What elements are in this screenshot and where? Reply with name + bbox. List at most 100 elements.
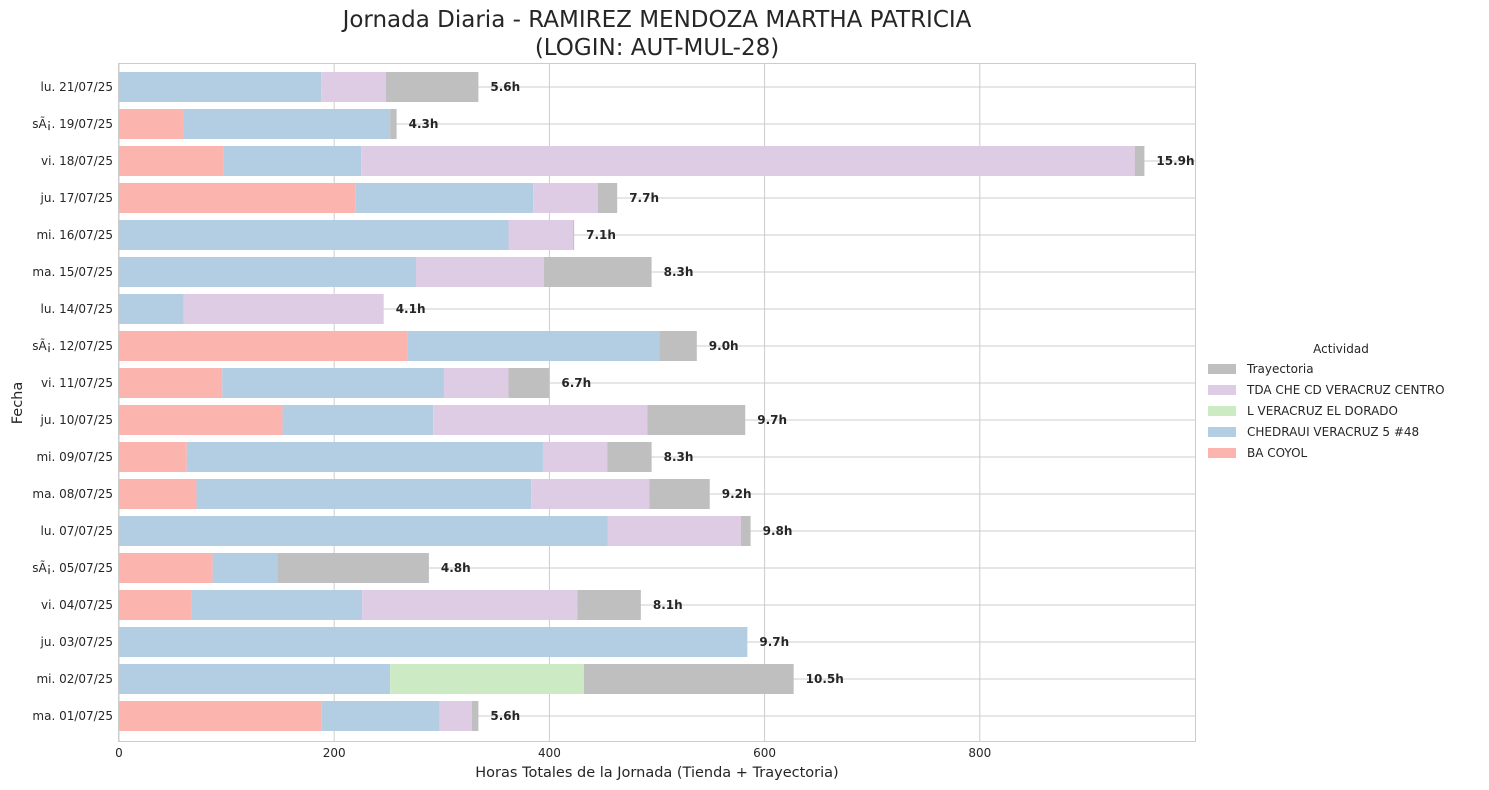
- bar-total-label: 9.0h: [709, 339, 739, 353]
- bar-segment-ba-coyol: [119, 590, 192, 620]
- bar-total-label: 9.7h: [759, 635, 789, 649]
- bar-segment-tda-che-cd-veracruz-centro: [443, 368, 509, 398]
- bar-segment-ba-coyol: [119, 109, 184, 139]
- legend-swatch: [1208, 406, 1236, 416]
- bar-segment-chedraui-veracruz-5-48: [186, 442, 543, 472]
- bar-segment-ba-coyol: [119, 442, 187, 472]
- bar-segment-tda-che-cd-veracruz-centro: [439, 701, 472, 731]
- bar-total-label: 6.7h: [561, 376, 591, 390]
- legend-label: BA COYOL: [1247, 446, 1308, 460]
- bar-total-label: 9.2h: [722, 487, 752, 501]
- bar-segment-trayectoria: [573, 220, 575, 250]
- bar-segment-chedraui-veracruz-5-48: [183, 109, 391, 139]
- legend-swatch: [1208, 364, 1236, 374]
- bar-segment-ba-coyol: [119, 553, 213, 583]
- bar-segment-ba-coyol: [119, 368, 223, 398]
- y-tick-label: sÃ¡. 12/07/25: [32, 338, 113, 353]
- x-tick-label: 0: [115, 746, 123, 760]
- bar-total-label: 15.9h: [1156, 154, 1194, 168]
- bar-segment-ba-coyol: [119, 405, 283, 435]
- bar-total-label: 7.7h: [629, 191, 659, 205]
- bar-segment-trayectoria: [1134, 146, 1145, 176]
- y-tick-label: vi. 04/07/25: [41, 598, 113, 612]
- bar-segment-chedraui-veracruz-5-48: [282, 405, 434, 435]
- bar-segment-chedraui-veracruz-5-48: [119, 294, 184, 324]
- x-tick-label: 400: [538, 746, 561, 760]
- bar-segment-trayectoria: [277, 553, 429, 583]
- bar-segment-trayectoria: [597, 183, 618, 213]
- legend-label: TDA CHE CD VERACRUZ CENTRO: [1246, 383, 1445, 397]
- y-tick-label: ma. 01/07/25: [32, 709, 113, 723]
- bar-segment-chedraui-veracruz-5-48: [119, 257, 416, 287]
- bar-segment-chedraui-veracruz-5-48: [407, 331, 660, 361]
- y-tick-label: sÃ¡. 19/07/25: [32, 116, 113, 131]
- bar-segment-trayectoria: [471, 701, 479, 731]
- y-tick-label: mi. 16/07/25: [36, 228, 113, 242]
- bar-segment-tda-che-cd-veracruz-centro: [542, 442, 608, 472]
- bar-segment-ba-coyol: [119, 479, 197, 509]
- bar-segment-ba-coyol: [119, 701, 322, 731]
- y-tick-label: vi. 18/07/25: [41, 154, 113, 168]
- bar-total-label: 5.6h: [490, 709, 520, 723]
- x-tick-label: 600: [753, 746, 776, 760]
- bar-total-label: 10.5h: [806, 672, 844, 686]
- bar-segment-trayectoria: [607, 442, 652, 472]
- bar-segment-tda-che-cd-veracruz-centro: [607, 516, 741, 546]
- bar-segment-trayectoria: [647, 405, 746, 435]
- bar-total-labels: 5.6h 4.3h 15.9h 7.7h 7.1h 8.3h 4.1h 9.0h 6.7h 9.7…: [396, 80, 1195, 723]
- y-tick-label: lu. 07/07/25: [41, 524, 113, 538]
- legend-title: Actividad: [1313, 342, 1369, 356]
- legend: Actividad Trayectoria TDA CHE CD VERACRUZ…: [1208, 342, 1445, 460]
- bar-segment-tda-che-cd-veracruz-centro: [433, 405, 648, 435]
- y-axis-ticks: lu. 21/07/25 sÃ¡. 19/07/25 vi. 18/07/25 ju.…: [32, 80, 113, 723]
- bar-segment-tda-che-cd-veracruz-centro: [362, 590, 578, 620]
- bar-segment-l-veracruz-el-dorado: [390, 664, 584, 694]
- bar-segment-trayectoria: [544, 257, 652, 287]
- y-tick-label: mi. 02/07/25: [36, 672, 113, 686]
- bar-segment-tda-che-cd-veracruz-centro: [533, 183, 598, 213]
- y-tick-label: vi. 11/07/25: [41, 376, 113, 390]
- bar-segment-chedraui-veracruz-5-48: [222, 368, 444, 398]
- x-tick-label: 200: [323, 746, 346, 760]
- bar-segment-chedraui-veracruz-5-48: [119, 72, 322, 102]
- bar-total-label: 9.8h: [763, 524, 793, 538]
- bar-segment-trayectoria: [659, 331, 697, 361]
- bar-segment-chedraui-veracruz-5-48: [119, 516, 608, 546]
- y-tick-label: ju. 03/07/25: [40, 635, 113, 649]
- bar-segment-ba-coyol: [119, 331, 408, 361]
- x-tick-label: 800: [968, 746, 991, 760]
- bar-segment-tda-che-cd-veracruz-centro: [183, 294, 384, 324]
- legend-swatch: [1208, 427, 1236, 437]
- bar-segment-tda-che-cd-veracruz-centro: [415, 257, 545, 287]
- y-tick-label: mi. 09/07/25: [36, 450, 113, 464]
- bar-total-label: 4.3h: [409, 117, 439, 131]
- bar-segment-tda-che-cd-veracruz-centro: [508, 220, 574, 250]
- bar-segment-trayectoria: [583, 664, 794, 694]
- bar-total-label: 8.1h: [653, 598, 683, 612]
- bar-segment-ba-coyol: [119, 146, 224, 176]
- y-tick-label: lu. 14/07/25: [41, 302, 113, 316]
- y-tick-label: ju. 17/07/25: [40, 191, 113, 205]
- bar-segment-trayectoria: [649, 479, 710, 509]
- bar-total-label: 9.7h: [757, 413, 787, 427]
- bar-segment-trayectoria: [385, 72, 479, 102]
- x-axis-label: Horas Totales de la Jornada (Tienda + Tr…: [475, 765, 838, 781]
- bar-segment-trayectoria: [577, 590, 641, 620]
- bar-segment-chedraui-veracruz-5-48: [355, 183, 534, 213]
- legend-label: CHEDRAUI VERACRUZ 5 #48: [1247, 425, 1419, 439]
- bar-total-label: 4.1h: [396, 302, 426, 316]
- bar-segment-tda-che-cd-veracruz-centro: [531, 479, 650, 509]
- y-tick-label: ma. 15/07/25: [32, 265, 113, 279]
- bar-total-label: 8.3h: [664, 265, 694, 279]
- legend-swatch: [1208, 448, 1236, 458]
- bar-total-label: 4.8h: [441, 561, 471, 575]
- bar-segment-chedraui-veracruz-5-48: [119, 664, 391, 694]
- plot-frame: [118, 63, 1196, 742]
- bar-segment-chedraui-veracruz-5-48: [321, 701, 440, 731]
- bar-total-label: 5.6h: [490, 80, 520, 94]
- bar-segment-chedraui-veracruz-5-48: [119, 627, 748, 657]
- y-tick-label: lu. 21/07/25: [41, 80, 113, 94]
- x-axis-ticks: 0 200 400 600 800: [115, 746, 991, 760]
- bar-segment-chedraui-veracruz-5-48: [119, 220, 509, 250]
